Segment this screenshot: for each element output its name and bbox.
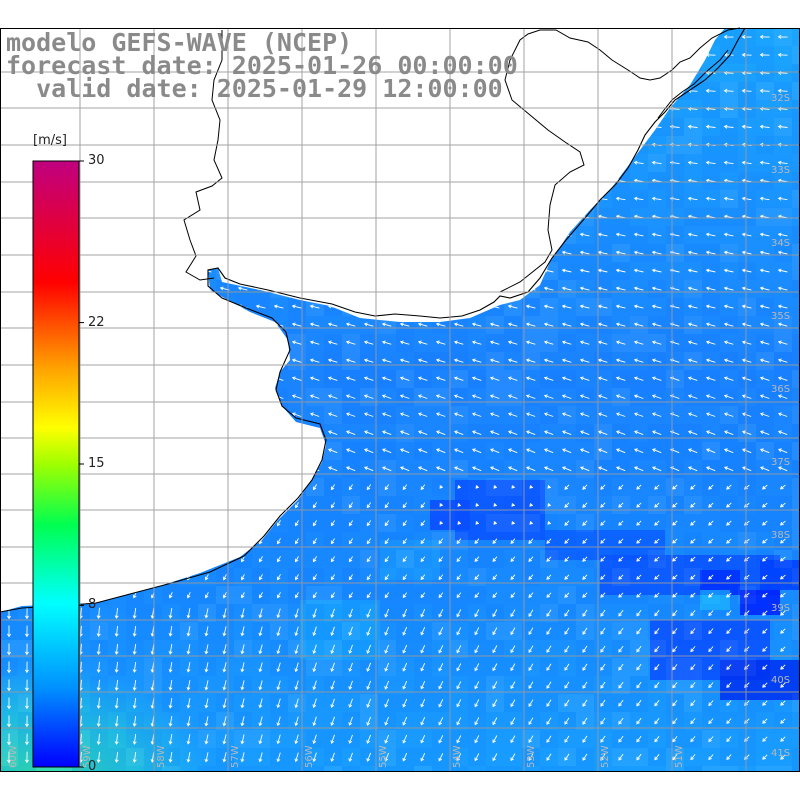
lon-label: 60W [8, 745, 19, 768]
lat-label: 39S [771, 603, 790, 614]
lat-label: 33S [771, 165, 790, 176]
lat-label: 34S [771, 238, 790, 249]
lon-label: 56W [304, 745, 315, 768]
coastline [0, 27, 746, 613]
lat-label: 36S [771, 384, 790, 395]
lon-label: 57W [230, 745, 241, 768]
colorbar-tick-label: 15 [88, 456, 105, 471]
title-line-3: valid date: 2025-01-29 12:00:00 [6, 74, 503, 103]
title-line-2: forecast date: 2025-01-26 00:00:00 [6, 51, 518, 80]
colorbar-unit: [m/s] [33, 133, 67, 148]
uruguay-border [499, 27, 741, 293]
uruguay-river [183, 30, 223, 281]
lon-label: 55W [378, 745, 389, 768]
lat-label: 32S [771, 93, 790, 104]
colorbar-tick-label: 8 [88, 597, 97, 613]
lon-label: 51W [674, 745, 685, 768]
lon-label: 52W [600, 745, 611, 768]
lat-label: 38S [771, 530, 790, 541]
colorbar-gradient [32, 160, 80, 768]
axis-labels: 32S 33S 34S 35S 36S 37S 38S 39S 40S 41S 60W 59W 58W 5… [8, 93, 790, 768]
lat-label: 41S [771, 748, 790, 759]
colorbar-tick-label: 0 [88, 759, 97, 774]
lat-label: 40S [771, 675, 790, 686]
lat-label: 35S [771, 311, 790, 322]
title-line-1: modelo GEFS-WAVE (NCEP) [6, 28, 353, 57]
colorbar [32, 160, 84, 768]
lon-label: 58W [156, 745, 167, 768]
colorbar-tick-label: 22 [88, 314, 105, 330]
lon-label: 53W [526, 745, 537, 768]
graticule [0, 28, 800, 772]
lat-label: 37S [771, 457, 790, 468]
colorbar-tick-label: 30 [88, 153, 105, 168]
lon-label: 54W [452, 745, 463, 768]
lon-label: 59W [82, 745, 93, 768]
